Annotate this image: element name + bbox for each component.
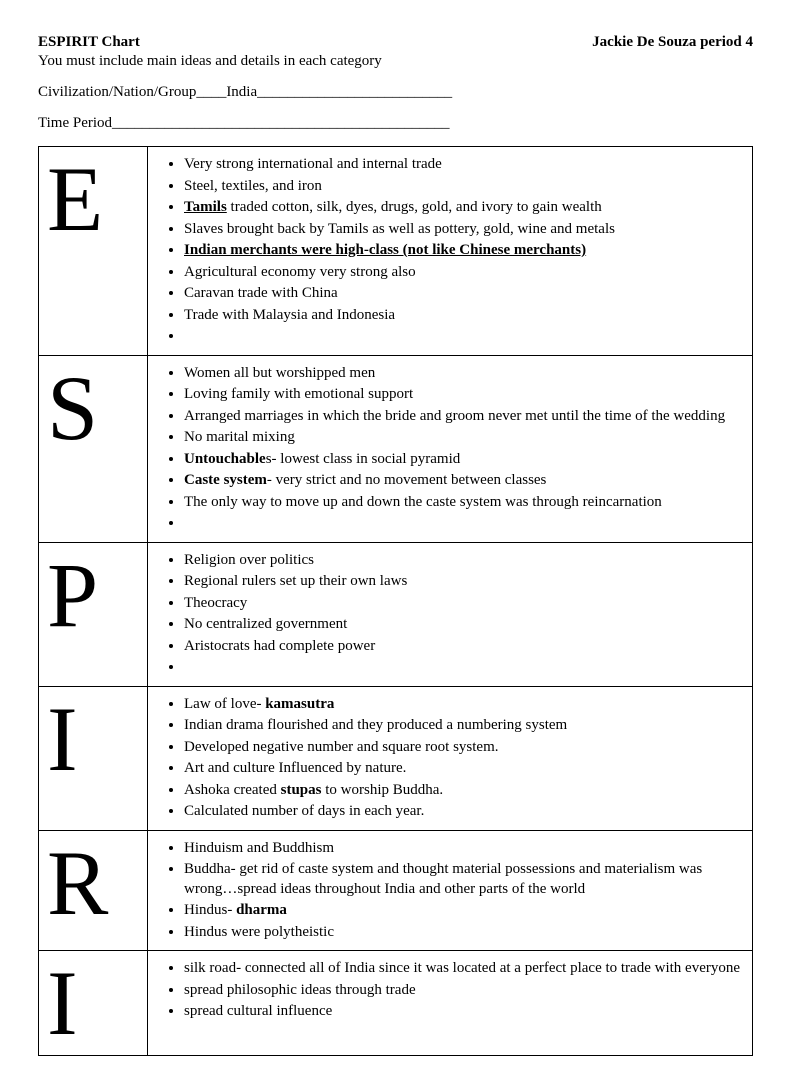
list-item: Indian merchants were high-class (not li… bbox=[184, 241, 744, 261]
list-item: Calculated number of days in each year. bbox=[184, 802, 744, 822]
list-item: No centralized government bbox=[184, 615, 744, 635]
content-cell: Very strong international and internal t… bbox=[148, 147, 753, 356]
letter-cell: E bbox=[39, 147, 148, 356]
time-period-field: Time Period_____________________________… bbox=[38, 115, 753, 132]
bullet-list: Law of love- kamasutraIndian drama flour… bbox=[156, 695, 744, 822]
espirit-table: E Very strong international and internal … bbox=[38, 146, 753, 1056]
list-item: Hinduism and Buddhism bbox=[184, 839, 744, 859]
list-item: Ashoka created stupas to worship Buddha. bbox=[184, 781, 744, 801]
letter-cell: S bbox=[39, 355, 148, 542]
bullet-list: Very strong international and internal t… bbox=[156, 155, 744, 347]
list-item: spread cultural influence bbox=[184, 1002, 744, 1022]
table-row: Isilk road- connected all of India since… bbox=[39, 951, 753, 1056]
list-item: spread philosophic ideas through trade bbox=[184, 981, 744, 1001]
content-cell: Law of love- kamasutraIndian drama flour… bbox=[148, 686, 753, 830]
list-item bbox=[184, 327, 744, 347]
content-cell: silk road- connected all of India since … bbox=[148, 951, 753, 1056]
list-item: Religion over politics bbox=[184, 551, 744, 571]
list-item: Slaves brought back by Tamils as well as… bbox=[184, 220, 744, 240]
table-row: ILaw of love- kamasutraIndian drama flou… bbox=[39, 686, 753, 830]
content-cell: Hinduism and BuddhismBuddha- get rid of … bbox=[148, 830, 753, 951]
list-item: Art and culture Influenced by nature. bbox=[184, 759, 744, 779]
list-item: Aristocrats had complete power bbox=[184, 637, 744, 657]
table-row: SWomen all but worshipped menLoving fami… bbox=[39, 355, 753, 542]
content-cell: Religion over politicsRegional rulers se… bbox=[148, 542, 753, 686]
bullet-list: silk road- connected all of India since … bbox=[156, 959, 744, 1022]
list-item: Trade with Malaysia and Indonesia bbox=[184, 306, 744, 326]
list-item: Agricultural economy very strong also bbox=[184, 263, 744, 283]
list-item: Loving family with emotional support bbox=[184, 385, 744, 405]
letter-cell: I bbox=[39, 686, 148, 830]
instruction-text: You must include main ideas and details … bbox=[38, 53, 753, 70]
list-item: Buddha- get rid of caste system and thou… bbox=[184, 860, 744, 899]
list-item: silk road- connected all of India since … bbox=[184, 959, 744, 979]
list-item: Untouchables- lowest class in social pyr… bbox=[184, 450, 744, 470]
table-row: RHinduism and BuddhismBuddha- get rid of… bbox=[39, 830, 753, 951]
bullet-list: Women all but worshipped menLoving famil… bbox=[156, 364, 744, 534]
list-item: Caravan trade with China bbox=[184, 284, 744, 304]
table-row: PReligion over politicsRegional rulers s… bbox=[39, 542, 753, 686]
list-item: Tamils traded cotton, silk, dyes, drugs,… bbox=[184, 198, 744, 218]
list-item: Indian drama flourished and they produce… bbox=[184, 716, 744, 736]
list-item: Arranged marriages in which the bride an… bbox=[184, 407, 744, 427]
list-item: Hindus- dharma bbox=[184, 901, 744, 921]
letter-cell: P bbox=[39, 542, 148, 686]
list-item: Very strong international and internal t… bbox=[184, 155, 744, 175]
bullet-list: Religion over politicsRegional rulers se… bbox=[156, 551, 744, 678]
list-item: Steel, textiles, and iron bbox=[184, 177, 744, 197]
list-item: Regional rulers set up their own laws bbox=[184, 572, 744, 592]
letter-cell: R bbox=[39, 830, 148, 951]
list-item bbox=[184, 658, 744, 678]
page-title: ESPIRIT Chart bbox=[38, 34, 140, 51]
list-item: Hindus were polytheistic bbox=[184, 923, 744, 943]
bullet-list: Hinduism and BuddhismBuddha- get rid of … bbox=[156, 839, 744, 943]
list-item: Developed negative number and square roo… bbox=[184, 738, 744, 758]
content-cell: Women all but worshipped menLoving famil… bbox=[148, 355, 753, 542]
list-item: Women all but worshipped men bbox=[184, 364, 744, 384]
letter-cell: I bbox=[39, 951, 148, 1056]
list-item: Theocracy bbox=[184, 594, 744, 614]
list-item bbox=[184, 514, 744, 534]
table-row: E Very strong international and internal … bbox=[39, 147, 753, 356]
list-item: The only way to move up and down the cas… bbox=[184, 493, 744, 513]
list-item: Law of love- kamasutra bbox=[184, 695, 744, 715]
student-name: Jackie De Souza period 4 bbox=[592, 34, 753, 51]
civilization-field: Civilization/Nation/Group____India______… bbox=[38, 84, 753, 101]
list-item: No marital mixing bbox=[184, 428, 744, 448]
list-item: Caste system- very strict and no movemen… bbox=[184, 471, 744, 491]
